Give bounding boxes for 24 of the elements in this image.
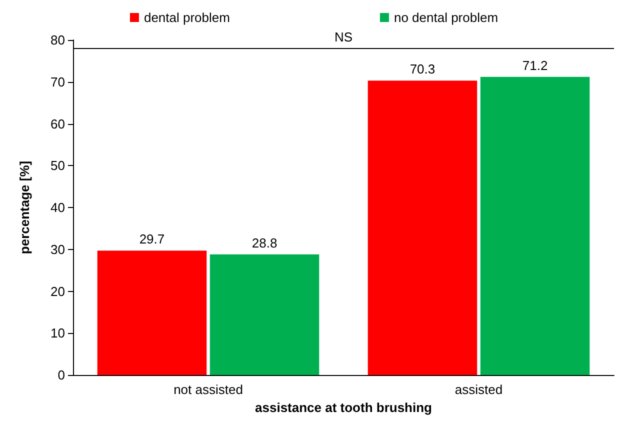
data-label: 71.2 <box>522 58 548 73</box>
y-tick-label: 30 <box>50 242 65 257</box>
legend-label: no dental problem <box>394 10 498 25</box>
y-tick-label: 50 <box>50 158 65 174</box>
x-tick-label: not assisted <box>174 382 243 397</box>
y-tick-label: 70 <box>50 74 65 90</box>
y-tick-label: 0 <box>58 368 65 382</box>
y-axis-title: percentage [%] <box>17 160 32 254</box>
data-label: 29.7 <box>139 232 165 247</box>
data-label: 70.3 <box>410 62 436 77</box>
bar <box>210 254 320 375</box>
x-axis-title: assistance at tooth brushing <box>255 400 432 415</box>
bar <box>480 76 590 375</box>
bar <box>368 80 478 375</box>
data-label: 28.8 <box>252 235 278 250</box>
y-tick-label: 20 <box>50 284 65 299</box>
y-tick-label: 60 <box>50 116 65 132</box>
x-tick-label: assisted <box>454 382 503 397</box>
bar <box>97 250 207 375</box>
legend-label: dental problem <box>144 10 230 25</box>
y-tick-label: 10 <box>50 326 65 341</box>
ref-line-label: NS <box>334 29 353 44</box>
y-tick-label: 80 <box>50 32 65 48</box>
y-tick-label: 40 <box>50 200 65 215</box>
